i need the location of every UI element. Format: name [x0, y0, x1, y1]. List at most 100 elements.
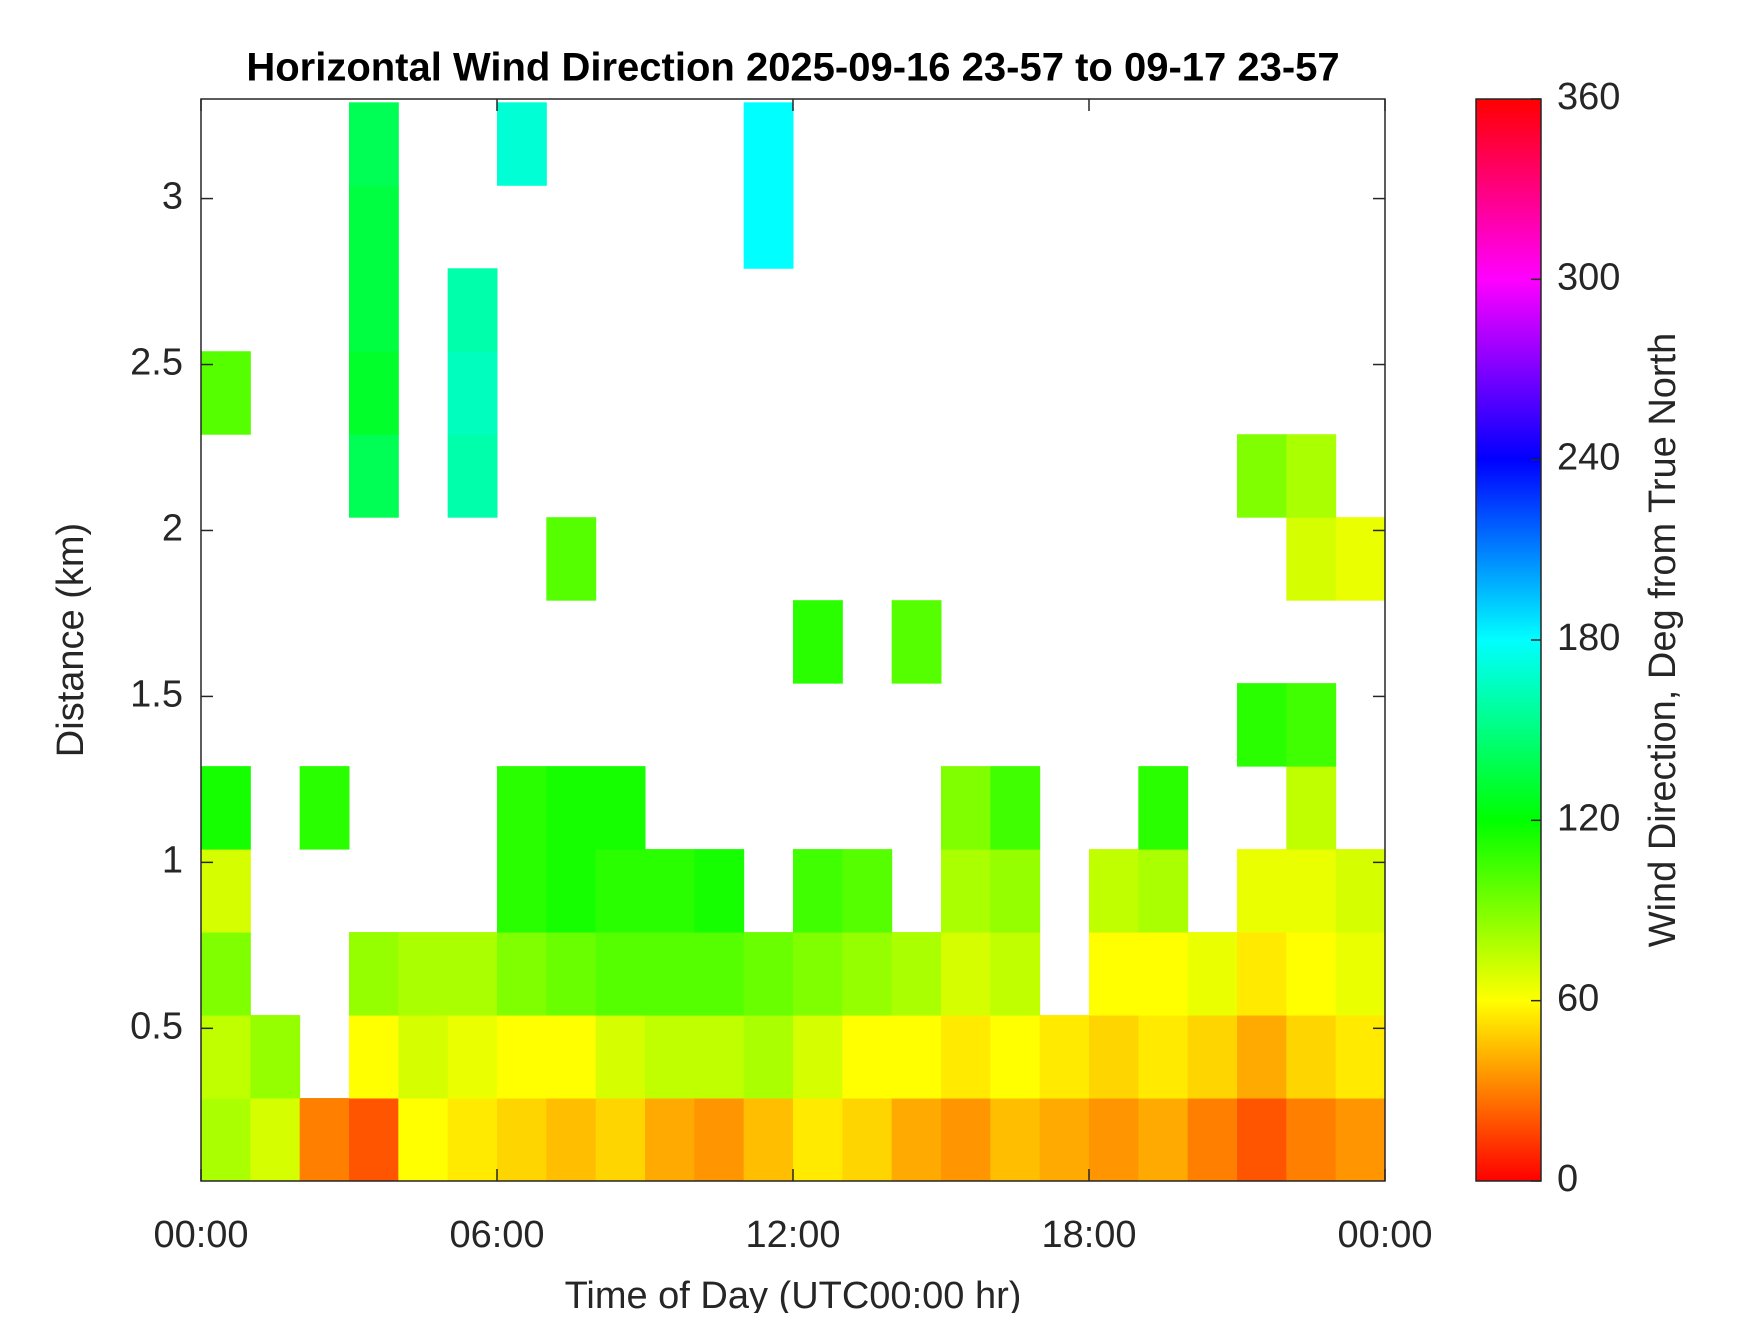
y-axis-label: Distance (km) — [50, 523, 92, 757]
heatmap-cell — [1187, 932, 1238, 1016]
x-tick-label: 12:00 — [745, 1214, 840, 1256]
x-axis-label: Time of Day (UTC00:00 hr) — [565, 1275, 1022, 1313]
heatmap-cell — [1187, 1098, 1238, 1182]
heatmap-cell — [201, 766, 251, 850]
heatmap-cell — [447, 351, 498, 435]
heatmap-cell — [595, 849, 646, 933]
heatmap-cell — [398, 1098, 449, 1182]
heatmap-cell — [842, 932, 893, 1016]
y-tick-label: 0.5 — [130, 1005, 183, 1047]
heatmap-cell — [497, 1098, 547, 1182]
colorbar-label: Wind Direction, Deg from True North — [1642, 333, 1684, 948]
heatmap-cell — [497, 849, 547, 933]
heatmap-cell — [1237, 849, 1287, 933]
heatmap-cell — [645, 849, 695, 933]
x-tick-label: 18:00 — [1041, 1214, 1136, 1256]
heatmap-cell — [595, 1015, 646, 1099]
heatmap-cell — [595, 932, 646, 1016]
heatmap-cell — [1089, 1015, 1139, 1099]
heatmap-cell — [1187, 1015, 1238, 1099]
heatmap-cell — [743, 1098, 794, 1182]
heatmap-cell — [349, 351, 399, 435]
heatmap-cell — [1138, 1015, 1189, 1099]
heatmap-cell — [694, 932, 745, 1016]
heatmap-cell — [447, 932, 498, 1016]
heatmap-cell — [497, 932, 547, 1016]
heatmap-cell — [349, 268, 399, 352]
x-tick-label: 00:00 — [1337, 1214, 1432, 1256]
heatmap-cell — [1138, 766, 1189, 850]
heatmap-cell — [891, 1098, 942, 1182]
heatmap-cell — [1237, 683, 1287, 767]
heatmap-cell — [1335, 1098, 1386, 1182]
heatmap-cell — [497, 766, 547, 850]
heatmap-cell — [349, 1015, 399, 1099]
heatmap-cell — [842, 1098, 893, 1182]
heatmap-cell — [990, 932, 1041, 1016]
heatmap-cell — [299, 766, 350, 850]
heatmap-cell — [1335, 849, 1386, 933]
heatmap-cell — [1286, 932, 1337, 1016]
heatmap-cell — [1335, 517, 1386, 601]
heatmap-cell — [546, 932, 597, 1016]
heatmap-cell — [1286, 849, 1337, 933]
heatmap-cell — [201, 351, 251, 435]
heatmap-cell — [201, 1098, 251, 1182]
heatmap-cell — [990, 849, 1041, 933]
heatmap-cell — [891, 600, 942, 684]
heatmap-cell — [743, 102, 794, 186]
heatmap-cell — [447, 1098, 498, 1182]
heatmap-cell — [349, 102, 399, 186]
heatmap-cell — [941, 1098, 991, 1182]
heatmap-cell — [1039, 1098, 1090, 1182]
heatmap-cell — [990, 766, 1041, 850]
heatmap-cell — [941, 766, 991, 850]
heatmap-cell — [1138, 849, 1189, 933]
heatmap-cell — [891, 932, 942, 1016]
heatmap-cell — [1237, 932, 1287, 1016]
heatmap-cell — [201, 1015, 251, 1099]
colorbar-tick-label: 180 — [1557, 617, 1620, 659]
heatmap-cell — [1286, 1015, 1337, 1099]
heatmap-cell — [1286, 517, 1337, 601]
heatmap-cell — [595, 1098, 646, 1182]
heatmap-cell — [793, 1015, 843, 1099]
heatmap-cell — [842, 1015, 893, 1099]
heatmap-cell — [250, 1015, 301, 1099]
heatmap-cell — [398, 1015, 449, 1099]
heatmap-cell — [349, 932, 399, 1016]
heatmap-cell — [793, 932, 843, 1016]
heatmap-cell — [990, 1015, 1041, 1099]
colorbar-tick-label: 0 — [1557, 1158, 1578, 1200]
heatmap-cell — [842, 849, 893, 933]
heatmap-cell — [447, 1015, 498, 1099]
heatmap-cell — [299, 1098, 350, 1182]
y-tick-label: 1 — [162, 839, 183, 881]
heatmap-cell — [793, 849, 843, 933]
heatmap-cell — [349, 185, 399, 269]
colorbar-tick-label: 240 — [1557, 437, 1620, 479]
heatmap-cell — [941, 932, 991, 1016]
heatmap-cell — [595, 766, 646, 850]
colorbar-tick-label: 360 — [1557, 76, 1620, 118]
heatmap-cell — [497, 1015, 547, 1099]
y-tick-label: 1.5 — [130, 673, 183, 715]
heatmap-cell — [1237, 1098, 1287, 1182]
heatmap-cell — [941, 1015, 991, 1099]
y-tick-label: 3 — [162, 176, 183, 218]
heatmap-cell — [743, 185, 794, 269]
heatmap-cell — [645, 1098, 695, 1182]
heatmap-cell — [1286, 766, 1337, 850]
heatmap-cell — [398, 932, 449, 1016]
colorbar-tick-label: 120 — [1557, 797, 1620, 839]
heatmap-cell — [447, 434, 498, 518]
heatmap-cell — [1237, 1015, 1287, 1099]
heatmap-cell — [645, 932, 695, 1016]
heatmap-cell — [990, 1098, 1041, 1182]
chart-title: Horizontal Wind Direction 2025-09-16 23-… — [246, 46, 1339, 90]
heatmap-cell — [891, 1015, 942, 1099]
heatmap-cell — [349, 1098, 399, 1182]
heatmap-cell — [546, 517, 597, 601]
heatmap-cell — [546, 849, 597, 933]
